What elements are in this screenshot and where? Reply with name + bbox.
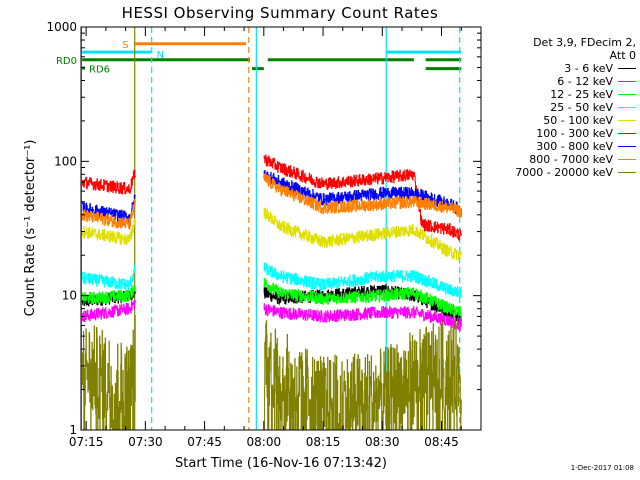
x-tick-label: 07:45 xyxy=(187,435,222,449)
y-tick-label: 1000 xyxy=(46,20,77,34)
footer-timestamp: 1-Dec-2017 01:08 xyxy=(570,464,634,472)
series-line xyxy=(82,299,136,323)
legend-label: 100 - 300 keV xyxy=(536,127,613,140)
series-line xyxy=(82,264,136,291)
series-line xyxy=(263,154,462,241)
series-line xyxy=(82,169,136,195)
series-line xyxy=(263,303,462,332)
legend-item: 100 - 300 keV xyxy=(488,127,636,140)
legend-item: 50 - 100 keV xyxy=(488,114,636,127)
series-lines xyxy=(82,154,462,431)
legend: Det 3,9, FDecim 2, Att 0 3 - 6 keV 6 - 12… xyxy=(488,36,636,179)
state-bar-label: S xyxy=(122,40,128,51)
legend-swatch xyxy=(618,133,636,134)
x-tick-label: 08:30 xyxy=(365,435,400,449)
legend-label: 25 - 50 keV xyxy=(550,101,613,114)
state-bar-label: RD0 xyxy=(56,56,77,67)
legend-label: 6 - 12 keV xyxy=(557,75,613,88)
series-line xyxy=(82,217,136,245)
series-line xyxy=(263,262,462,299)
legend-item: 6 - 12 keV xyxy=(488,75,636,88)
legend-swatch xyxy=(618,107,636,108)
x-tick-label: 08:15 xyxy=(306,435,341,449)
series-line xyxy=(82,285,136,305)
state-bars: S N RD0 RD6 xyxy=(56,40,462,76)
legend-label: 7000 - 20000 keV xyxy=(515,166,613,179)
legend-item: 25 - 50 keV xyxy=(488,101,636,114)
legend-header-line-1: Det 3,9, FDecim 2, xyxy=(533,36,636,49)
plot-frame xyxy=(80,26,482,431)
legend-item: 12 - 25 keV xyxy=(488,88,636,101)
legend-item: 7000 - 20000 keV xyxy=(488,166,636,179)
state-bar-label: RD6 xyxy=(89,65,110,76)
legend-label: 3 - 6 keV xyxy=(564,62,613,75)
legend-item: 300 - 800 keV xyxy=(488,140,636,153)
series-line xyxy=(263,320,462,431)
legend-header-line-2: Att 0 xyxy=(609,49,636,62)
series-line xyxy=(82,198,136,230)
series-line xyxy=(263,207,462,261)
series-line xyxy=(82,315,136,431)
legend-swatch xyxy=(618,159,636,160)
legend-swatch xyxy=(618,172,636,173)
y-tick-label: 100 xyxy=(54,154,77,168)
state-bar-marker xyxy=(82,66,85,70)
legend-swatch xyxy=(618,94,636,95)
legend-label: 300 - 800 keV xyxy=(536,140,613,153)
series-line xyxy=(263,277,462,317)
x-axis: 07:15 07:30 07:45 08:00 08:15 08:30 08:45 xyxy=(69,27,462,449)
legend-item: 3 - 6 keV xyxy=(488,62,636,75)
legend-label: 800 - 7000 keV xyxy=(529,153,613,166)
x-tick-label: 08:00 xyxy=(247,435,282,449)
y-tick-label: 10 xyxy=(62,289,77,303)
y-axis: 1 10 100 1000 xyxy=(46,20,481,437)
legend-label: 12 - 25 keV xyxy=(550,88,613,101)
x-tick-label: 07:15 xyxy=(69,435,104,449)
y-axis-label: Count Rate (s⁻¹ detector⁻¹) xyxy=(23,140,38,317)
y-tick-label: 1 xyxy=(69,423,77,437)
series-line xyxy=(263,170,462,217)
legend-label: 50 - 100 keV xyxy=(543,114,613,127)
state-bar-label: N xyxy=(157,50,164,61)
series-line xyxy=(263,173,462,218)
x-tick-label: 07:30 xyxy=(128,435,163,449)
legend-swatch xyxy=(618,120,636,121)
legend-swatch xyxy=(618,146,636,147)
legend-swatch xyxy=(618,68,636,69)
legend-item: 800 - 7000 keV xyxy=(488,153,636,166)
legend-swatch xyxy=(618,81,636,82)
chart-title: HESSI Observing Summary Count Rates xyxy=(122,4,439,22)
x-axis-label: Start Time (16-Nov-16 07:13:42) xyxy=(175,456,387,471)
x-tick-label: 08:45 xyxy=(424,435,459,449)
